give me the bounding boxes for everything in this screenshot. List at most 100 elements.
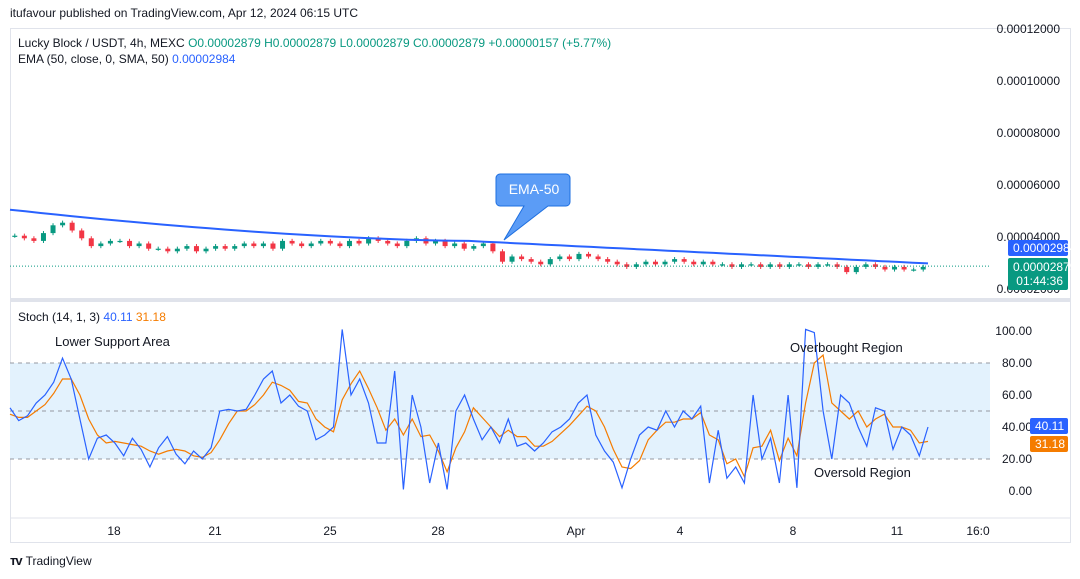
candle-body [595,256,601,260]
candle-body [920,266,926,270]
candle-body [394,243,400,247]
overbought-label: Overbought Region [790,340,903,355]
candle-body [366,238,372,244]
stochastic-pane: 100.00 80.00 60.00 40.00 20.00 0.00 [9,324,1032,498]
time-tick-label: 25 [323,524,337,538]
candle-body [184,246,190,249]
candle-body [146,243,152,249]
tradingview-logo-icon: ᴛv [10,553,23,568]
symbol-legend[interactable]: Lucky Block / USDT, 4h, MEXC O0.00002879… [18,36,611,50]
publisher-line: itufavour published on TradingView.com, … [10,6,358,20]
candle-body [222,246,228,249]
close-value: C0.00002879 [412,36,486,50]
brand-name: TradingView [25,553,92,568]
candle-body [155,248,161,250]
candle-body [40,233,46,241]
time-tick-label: 21 [208,524,222,538]
candle-body [327,240,333,244]
candle-body [442,240,448,247]
candle-body [719,264,725,266]
candle-body [404,240,410,247]
time-tick-label: 11 [891,524,904,538]
candle-body [586,253,592,257]
candle-body [911,269,917,271]
candle-body [853,266,859,273]
candle-body [872,264,878,267]
open-value: O0.00002879 [188,36,261,50]
candle-body [356,240,362,244]
time-tick-label: 8 [790,524,797,538]
candle-body [107,240,113,244]
candle-body [805,264,811,267]
stoch-d-tag: 31.18 [1030,436,1068,452]
price-tick-label: 0.00010000 [997,74,1061,88]
price-tick-label: 0.00008000 [997,126,1061,140]
candle-body [643,261,649,265]
change-value: +0.00000157 (+5.77%) [488,36,612,50]
stoch-d-value: 31.18 [135,310,166,324]
candle-body [758,264,764,267]
candle-body [691,261,697,265]
price-tick-label: 0.00012000 [997,22,1061,36]
candle-body [31,238,37,241]
candle-body [834,264,840,267]
stoch-tick-label: 20.00 [1002,452,1032,466]
candle-body [280,240,286,249]
candle-body [825,264,831,266]
price-tick-label: 0.00006000 [997,178,1061,192]
lower-support-label: Lower Support Area [55,334,171,349]
candle-body [232,246,238,249]
candle-body [739,264,745,267]
candle-body [863,264,869,267]
candle-body [260,243,266,247]
candle-body [538,261,544,265]
candle-body [117,240,123,243]
bar-countdown: 01:44:36 [1016,274,1063,288]
candle-body [519,256,525,260]
stoch-tick-label: 80.00 [1002,356,1032,370]
stoch-legend[interactable]: Stoch (14, 1, 3) 40.11 31.18 [18,310,166,324]
candle-body [69,222,75,231]
candle-body [729,264,735,267]
candle-body [12,235,18,237]
stoch-tick-label: 100.00 [995,324,1032,338]
stoch-label: Stoch (14, 1, 3) [18,310,101,324]
candle-body [127,240,133,247]
candle-body [60,222,66,226]
candle-body [251,243,257,247]
candle-body [547,259,553,265]
stoch-tick-label: 40.00 [1002,420,1032,434]
candle-body [672,259,678,262]
candle-body [633,264,639,267]
time-tick-label: 4 [677,524,684,538]
candle-body [193,246,199,252]
candle-body [21,235,27,239]
stoch-k-value: 40.11 [103,310,133,324]
candle-body [815,264,821,267]
tradingview-footer[interactable]: ᴛv TradingView [10,553,92,568]
time-tick-label: 16:0 [966,524,990,538]
ema-price-tag: 0.00002984 [1008,240,1076,256]
candle-body [576,253,582,260]
candle-body [490,243,496,252]
candle-body [777,264,783,267]
ema-legend[interactable]: EMA (50, close, 0, SMA, 50) 0.00002984 [18,52,235,66]
time-tick-label: 28 [431,524,445,538]
candle-body [796,264,802,266]
candle-body [308,243,314,247]
candle-body [299,243,305,247]
candle-body [882,266,888,270]
candle-body [499,251,505,262]
ema-50-callout: EMA-50 [495,173,571,241]
candle-body [79,230,85,239]
low-value: L0.00002879 [339,36,410,50]
candle-body [767,264,773,267]
candle-body [50,225,56,234]
candle-body [710,261,716,265]
symbol-name: Lucky Block / USDT, 4h, MEXC [18,36,185,50]
time-axis[interactable]: 18 21 25 28 Apr 4 8 11 16:0 [10,517,1071,538]
time-tick-label: 18 [107,524,121,538]
candle-body [346,240,352,247]
candle-body [213,246,219,249]
